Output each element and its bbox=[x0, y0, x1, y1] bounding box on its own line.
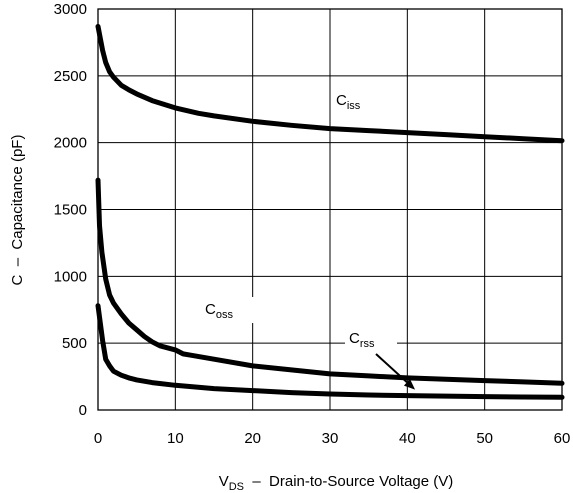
label-coss: Coss bbox=[205, 301, 233, 321]
x-tick-label: 60 bbox=[554, 430, 571, 447]
series-curves bbox=[95, 23, 565, 400]
plot-frame bbox=[97, 8, 563, 411]
x-axis-title: VDS – Drain-to-Source Voltage (V) bbox=[219, 473, 454, 493]
label-ciss: Ciss bbox=[336, 92, 361, 112]
label-crss: Crss bbox=[349, 330, 375, 350]
label-crss-sub: rss bbox=[360, 338, 375, 350]
y-tick-label: 3000 bbox=[54, 1, 87, 18]
label-crss-background bbox=[345, 327, 397, 353]
y-tick-label: 500 bbox=[62, 335, 87, 352]
x-tick-labels: 0 10 20 30 40 50 60 bbox=[94, 430, 571, 447]
y-tick-label: 0 bbox=[79, 402, 87, 419]
x-tick-label: 30 bbox=[322, 430, 339, 447]
series-line-crss bbox=[95, 303, 565, 400]
y-tick-label: 2500 bbox=[54, 68, 87, 85]
y-tick-label: 2000 bbox=[54, 135, 87, 152]
y-tick-label: 1500 bbox=[54, 202, 87, 219]
label-coss-main: C bbox=[205, 301, 216, 318]
x-tick-label: 40 bbox=[399, 430, 416, 447]
label-coss-sub: oss bbox=[216, 309, 234, 321]
y-tick-labels: 0 500 1000 1500 2000 2500 3000 bbox=[54, 1, 87, 419]
label-crss-main: C bbox=[349, 330, 360, 347]
series-line-coss bbox=[95, 177, 565, 386]
x-axis-title-sub: DS bbox=[229, 481, 244, 493]
label-ciss-main: C bbox=[336, 92, 347, 109]
label-coss-background bbox=[202, 297, 254, 323]
x-axis-title-main: V bbox=[219, 473, 229, 490]
y-tick-label: 1000 bbox=[54, 268, 87, 285]
x-tick-label: 20 bbox=[244, 430, 261, 447]
y-axis-title: C – Capacitance (pF) bbox=[9, 135, 26, 286]
x-tick-label: 50 bbox=[476, 430, 493, 447]
x-axis-title-rest: – Drain-to-Source Voltage (V) bbox=[244, 473, 453, 490]
crss-arrow-head bbox=[403, 378, 416, 390]
x-tick-label: 10 bbox=[167, 430, 184, 447]
grid-lines bbox=[98, 9, 562, 410]
series-line-ciss bbox=[95, 23, 565, 144]
label-ciss-sub: iss bbox=[347, 100, 361, 112]
crss-arrow-line bbox=[375, 353, 408, 383]
x-tick-label: 0 bbox=[94, 430, 102, 447]
